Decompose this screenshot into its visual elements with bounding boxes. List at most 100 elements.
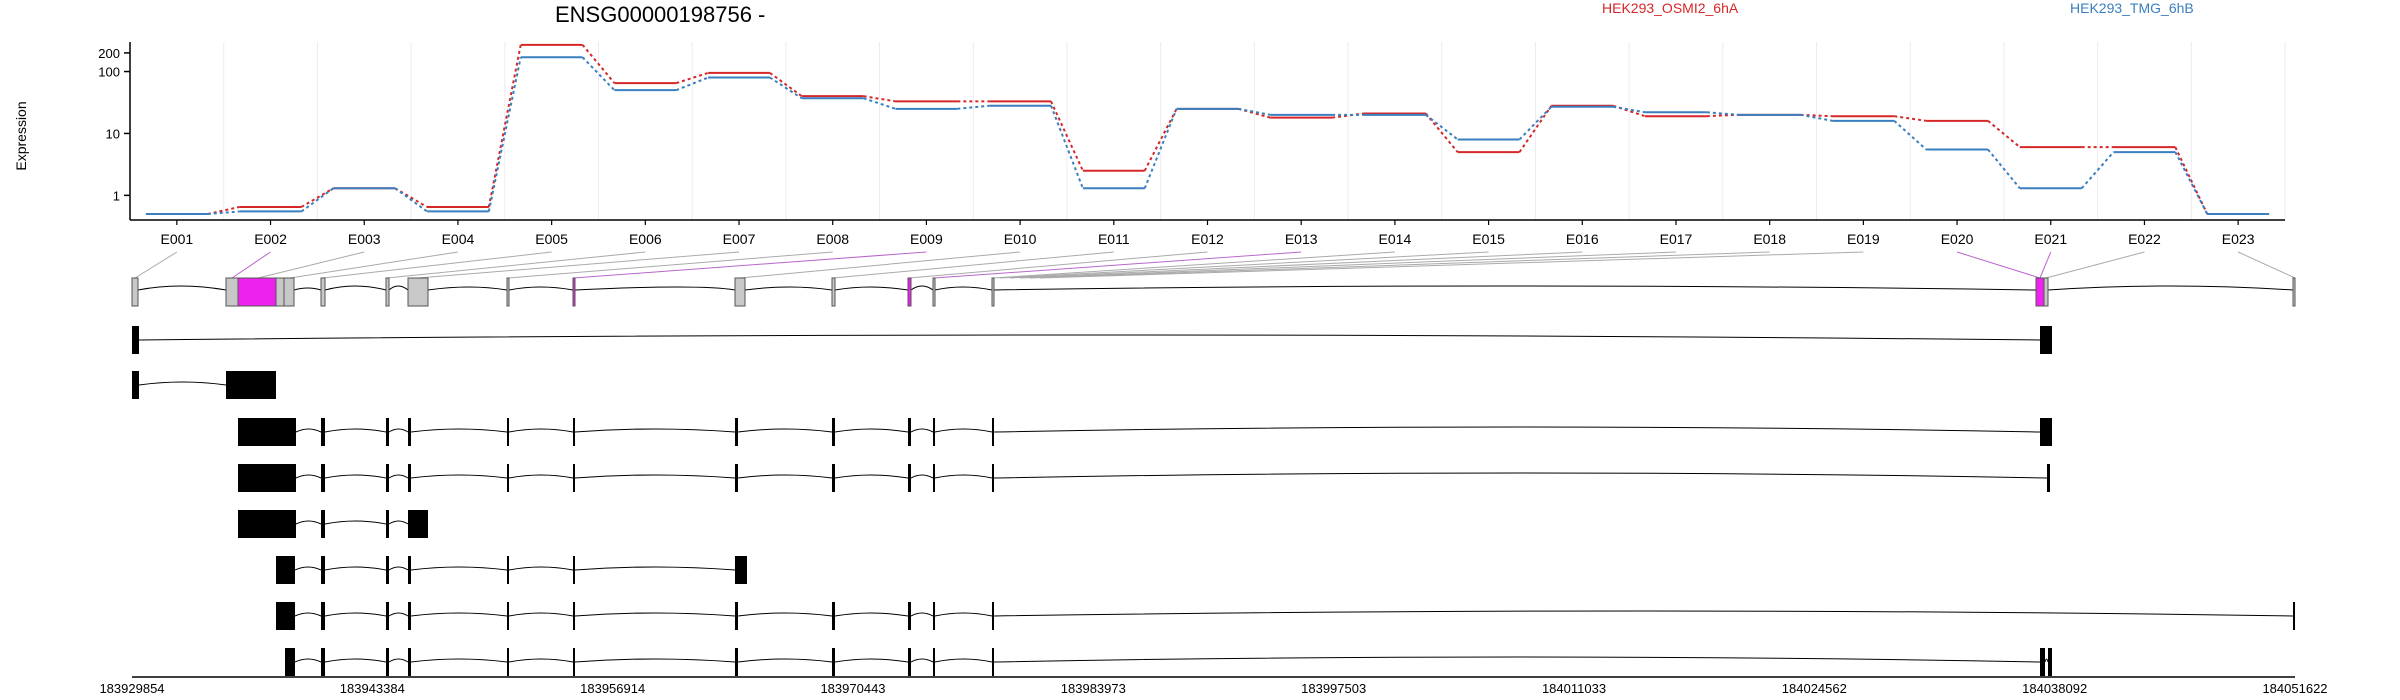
transcript-2-intron [737, 428, 833, 433]
transcript-3-exon [2047, 464, 2050, 492]
series-1-connector [769, 76, 803, 100]
transcript-tracks [132, 326, 2295, 676]
transcript-6-intron [324, 612, 387, 617]
genome-tick-label: 183997503 [1301, 681, 1366, 696]
transcript-3-exon [992, 464, 994, 492]
transcript-1-exon [132, 371, 139, 399]
gene-exon [131, 277, 139, 307]
legend-entry-tmg: HEK293_TMG_6hB [2070, 0, 2194, 16]
transcript-2-exon [2040, 418, 2052, 446]
exon-connector [1029, 251, 1770, 279]
transcript-7-intron [294, 658, 322, 663]
series-0-connector [863, 95, 896, 103]
transcript-3-intron [993, 472, 2048, 479]
exon-connector [933, 251, 1302, 279]
transcript-4-intron [388, 520, 409, 525]
transcript-4-exon [408, 510, 428, 538]
transcript-3-exon [573, 464, 575, 492]
transcript-3-intron [410, 474, 508, 479]
exon-connector [1039, 251, 1864, 279]
transcript-3-exon [908, 464, 911, 492]
transcript-2-exon [573, 418, 575, 446]
transcript-2-intron [910, 428, 934, 433]
transcript-3-exon [507, 464, 509, 492]
transcript-5-exon [321, 556, 325, 584]
exon-connector [2039, 251, 2052, 279]
intron-backbone [137, 285, 2294, 291]
series-1-connector [1143, 108, 1178, 189]
transcript-2-exon [933, 418, 935, 446]
transcript-7-exon [507, 648, 509, 676]
gene-exon [2043, 277, 2049, 307]
exon-label: E002 [254, 231, 287, 247]
transcript-2-exon [832, 418, 835, 446]
transcript-6-intron [294, 612, 322, 617]
series-1-connector [581, 56, 616, 91]
series-0-connector [1050, 100, 1084, 172]
exon-connector [322, 251, 552, 279]
transcript-2-exon [321, 418, 325, 446]
series-1-connector [1613, 105, 1646, 114]
transcript-5-exon [386, 556, 389, 584]
transcript-3-intron [508, 474, 574, 479]
genome-tick-label: 184038092 [2022, 681, 2087, 696]
transcript-7-intron [508, 658, 574, 663]
gene-model [131, 277, 2296, 307]
y-tick-label: 100 [98, 65, 120, 80]
exon-label: E023 [2222, 231, 2255, 247]
gene-exon [385, 277, 390, 307]
exon-label: E009 [910, 231, 943, 247]
transcript-7-exon [386, 648, 389, 676]
transcript-7-intron [2044, 658, 2049, 663]
series-0-connector [581, 44, 616, 84]
exon-label: E019 [1847, 231, 1880, 247]
exon-label: E016 [1566, 231, 1599, 247]
gene-exon [831, 277, 836, 307]
series-1-connector [487, 57, 522, 212]
transcript-6-intron [574, 612, 736, 617]
transcript-6-exon [992, 602, 994, 630]
exon-label: E021 [2034, 231, 2067, 247]
transcript-5-intron [508, 566, 574, 571]
transcript-7-exon [573, 648, 575, 676]
transcript-2-intron [834, 428, 909, 433]
transcript-7-intron [834, 658, 909, 663]
transcript-2-exon [507, 418, 509, 446]
series-1-connector [1706, 111, 1739, 116]
transcript-2-exon [386, 418, 389, 446]
transcript-6-exon [908, 602, 911, 630]
transcript-7-intron [910, 658, 934, 663]
exon-connectors [134, 251, 2296, 279]
series-1-connector [1893, 120, 1927, 151]
legend-entry-osmi2: HEK293_OSMI2_6hA [1602, 0, 1739, 16]
grid-lines [129, 42, 2286, 220]
genome-tick-label: 183929854 [99, 681, 164, 696]
transcript-6-intron [934, 612, 993, 617]
transcript-5-intron [574, 566, 736, 571]
transcript-4-exon [238, 510, 296, 538]
series-1-connector [207, 210, 240, 215]
exon-label: E013 [1285, 231, 1318, 247]
plot-area [145, 43, 2270, 216]
transcript-2-intron [295, 428, 322, 433]
series-1-connector [1987, 148, 2021, 189]
y-tick-label: 10 [106, 126, 120, 141]
transcript-4-intron [295, 520, 322, 525]
transcript-6-exon [735, 602, 738, 630]
transcript-3-intron [934, 474, 993, 479]
transcript-7-exon [933, 648, 935, 676]
exon-connector [573, 251, 927, 279]
transcript-6-intron [508, 612, 574, 617]
transcript-1-intron [138, 381, 227, 386]
genome-tick-label: 184024562 [1782, 681, 1847, 696]
transcript-6-intron [834, 612, 909, 617]
exon-connector [231, 251, 271, 279]
exon-label: E006 [629, 231, 662, 247]
gene-exon [506, 277, 510, 307]
transcript-7-exon [735, 648, 738, 676]
transcript-6-intron [410, 612, 508, 617]
transcript-5-exon [276, 556, 295, 584]
transcript-3-intron [324, 474, 387, 479]
transcript-7-intron [737, 658, 833, 663]
exon-label: E003 [348, 231, 381, 247]
